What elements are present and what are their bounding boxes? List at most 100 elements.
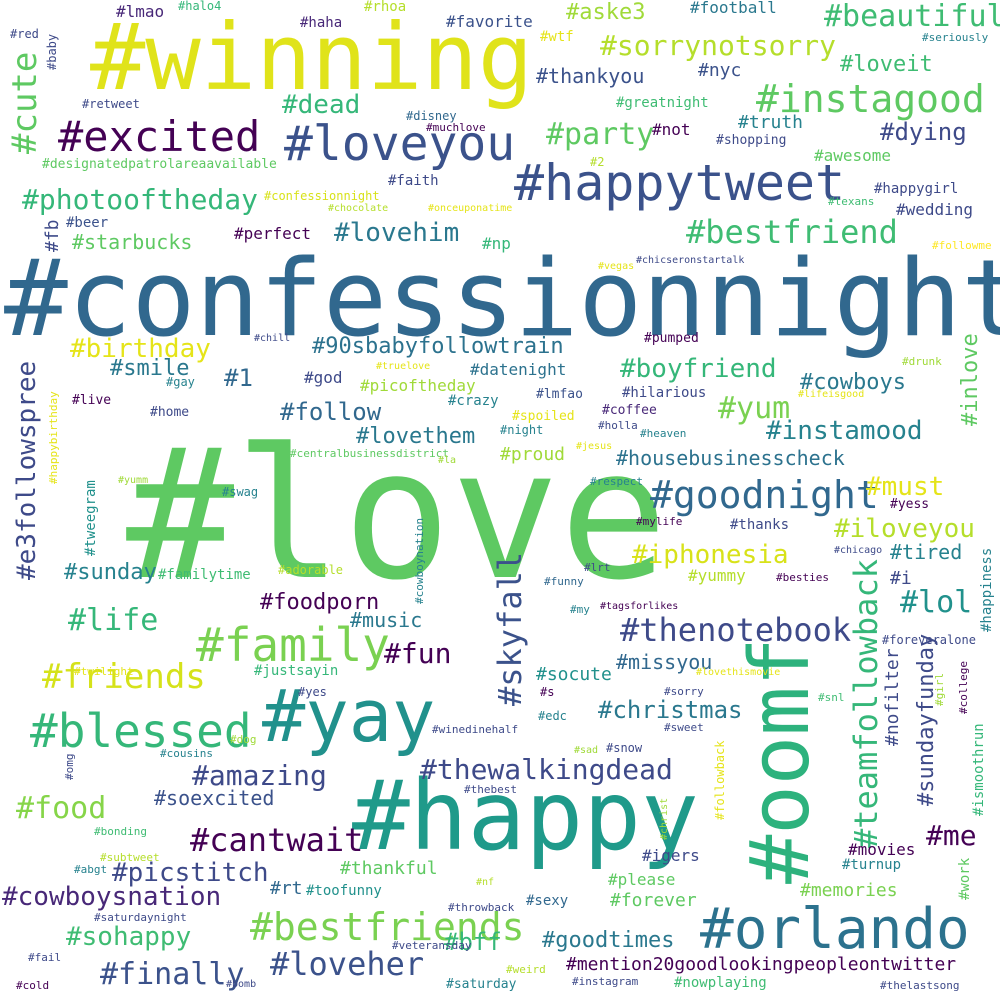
word-happytweet: #happytweet xyxy=(514,154,846,212)
word-fail: #fail xyxy=(28,951,62,964)
word-lovehim: #lovehim xyxy=(334,218,460,248)
word-beer: #beer xyxy=(66,215,109,231)
word-retweet: #retweet xyxy=(82,97,140,111)
word-thelastsong: #thelastsong xyxy=(880,979,960,992)
word-follow: #follow xyxy=(280,398,382,426)
word-muchlove: #muchlove xyxy=(426,121,486,134)
word-orlando: #orlando xyxy=(700,897,970,962)
word-justsayin: #justsayin xyxy=(254,663,339,679)
word-dead: #dead xyxy=(282,90,361,120)
word-yum: #yum xyxy=(718,391,791,426)
word-bestfriends: #bestfriends xyxy=(250,905,525,949)
word-christ: #christ xyxy=(659,797,670,840)
word-sunday: #sunday xyxy=(64,560,157,585)
word-family: #family xyxy=(196,618,390,672)
word-yay: #yay xyxy=(262,674,436,758)
word-subtweet: #subtweet xyxy=(100,851,160,864)
word-la: #la xyxy=(438,455,457,466)
word-fb: #fb xyxy=(42,219,63,252)
word-proud: #proud xyxy=(500,444,566,465)
word-happybirthday: #happybirthday xyxy=(47,391,60,484)
word-beautiful: #beautiful xyxy=(824,0,1000,34)
word-datenight: #datenight xyxy=(470,360,567,379)
word-goodtimes: #goodtimes xyxy=(542,928,675,953)
word-saturdaynight: #saturdaynight xyxy=(94,911,187,924)
word-amazing: #amazing xyxy=(192,759,327,792)
word-memories: #memories xyxy=(800,880,898,901)
word-girl: #girl xyxy=(933,672,946,706)
word-football: #football xyxy=(690,0,777,17)
word-gay: #gay xyxy=(166,375,195,389)
word-love: #love xyxy=(126,411,668,620)
word-cowboynation: #cowboynation xyxy=(413,517,426,604)
word-abgt: #abgt xyxy=(74,863,108,876)
word-seriously: #seriously xyxy=(922,31,989,44)
word-jesus: #jesus xyxy=(576,441,613,452)
word-swag: #swag xyxy=(222,485,259,499)
word-winedinehalf: #winedinehalf xyxy=(432,723,519,736)
word-2: #2 xyxy=(590,155,605,169)
word-yes: #yes xyxy=(298,685,327,699)
word-ismoothrun: #ismoothrun xyxy=(971,723,987,816)
word-thankful: #thankful xyxy=(340,858,438,879)
word-thankyou: #thankyou xyxy=(536,64,645,88)
word-onceuponatime: #onceuponatime xyxy=(428,203,513,214)
word-lrt: #lrt xyxy=(584,561,611,574)
word-sorrynotsorry: #sorrynotsorry xyxy=(600,29,837,62)
word-toofunny: #toofunny xyxy=(306,883,382,899)
word-mylife: #mylife xyxy=(636,515,683,528)
word-weird: #weird xyxy=(506,963,546,976)
word-shopping: #shopping xyxy=(716,133,787,148)
word-skyfall: #skyfall xyxy=(491,551,529,706)
word-drunk: #drunk xyxy=(902,355,942,368)
word-party: #party xyxy=(546,117,655,152)
word-instamood: #instamood xyxy=(766,416,923,446)
word-instagram: #instagram xyxy=(572,975,639,988)
word-birthday: #birthday xyxy=(70,334,211,364)
word-thewalkingdead: #thewalkingdead xyxy=(420,753,673,786)
word-spoiled: #spoiled xyxy=(512,409,575,424)
word-hilarious: #hilarious xyxy=(622,385,707,401)
word-cowboysnation: #cowboysnation xyxy=(2,882,222,912)
word-smile: #smile xyxy=(110,356,190,381)
word-friends: #friends xyxy=(42,657,206,697)
word-forever: #forever xyxy=(610,890,697,911)
word-food: #food xyxy=(16,791,107,826)
word-foreveralone: #foreveralone xyxy=(882,633,976,647)
word-chicseronstartalk: #chicseronstartalk xyxy=(636,255,745,266)
word-bestfriend: #bestfriend xyxy=(686,213,898,251)
word-cute: #cute xyxy=(5,51,45,154)
word-dying: #dying xyxy=(880,118,967,146)
word-music: #music xyxy=(350,608,423,632)
word-coffee: #coffee xyxy=(602,403,657,418)
word-besties: #besties xyxy=(776,571,829,584)
word-snow: #snow xyxy=(606,741,643,755)
word-foodporn: #foodporn xyxy=(260,590,380,615)
word-truth: #truth xyxy=(738,112,804,133)
word-1: #1 xyxy=(224,364,253,392)
word-excited: #excited xyxy=(58,112,261,161)
word-bomb: #bomb xyxy=(226,979,257,990)
word-crazy: #crazy xyxy=(448,393,499,409)
word-please: #please xyxy=(608,870,676,889)
word-tagsforlikes: #tagsforlikes xyxy=(600,601,679,612)
word-happygirl: #happygirl xyxy=(874,181,959,197)
word-fun: #fun xyxy=(384,637,452,670)
word-missyou: #missyou xyxy=(616,650,713,674)
word-sexy: #sexy xyxy=(526,893,569,909)
word-lovethismovie: #lovethismovie xyxy=(696,667,781,678)
word-perfect: #perfect xyxy=(234,224,312,243)
word-housebusinesscheck: #housebusinesscheck xyxy=(616,446,845,470)
word-nyc: #nyc xyxy=(698,60,742,81)
word-vegas: #vegas xyxy=(598,261,635,272)
word-twilight: #twilight xyxy=(74,665,134,678)
word-rt: #rt xyxy=(270,878,303,899)
word-nofilter: #nofilter xyxy=(882,648,903,746)
word-sorry: #sorry xyxy=(664,685,704,698)
word-throwback: #throwback xyxy=(448,901,515,914)
word-pumped: #pumped xyxy=(644,331,699,346)
word-me: #me xyxy=(926,819,977,852)
word-favorite: #favorite xyxy=(446,12,533,31)
word-cantwait: #cantwait xyxy=(190,821,364,859)
word-edc: #edc xyxy=(538,709,567,723)
